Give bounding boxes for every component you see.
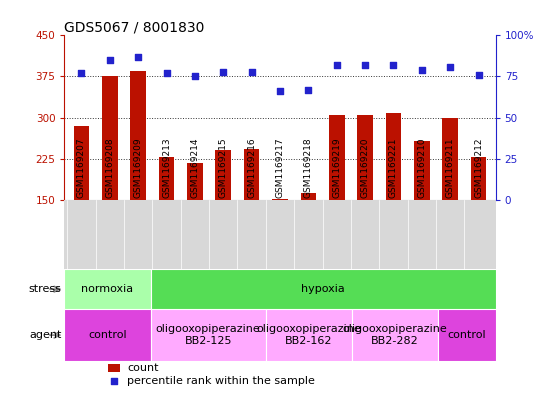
Text: stress: stress	[29, 284, 62, 294]
Text: oligooxopiperazine
BB2-125: oligooxopiperazine BB2-125	[156, 324, 260, 346]
Bar	[272, 199, 288, 200]
Bar	[471, 157, 487, 200]
Point	[162, 70, 171, 76]
Bar	[329, 115, 344, 200]
Text: control: control	[88, 330, 127, 340]
Bar	[357, 116, 373, 200]
Point	[109, 378, 118, 384]
Bar	[130, 71, 146, 200]
Bar	[352, 310, 438, 361]
Point	[389, 62, 398, 68]
Text: GDS5067 / 8001830: GDS5067 / 8001830	[64, 20, 205, 34]
Point	[134, 53, 143, 60]
Point	[417, 67, 426, 73]
Text: oligooxopiperazine
BB2-282: oligooxopiperazine BB2-282	[343, 324, 447, 346]
Point	[474, 72, 483, 78]
Bar	[108, 364, 120, 372]
Point	[247, 68, 256, 75]
Bar	[187, 163, 203, 200]
Text: hypoxia: hypoxia	[301, 284, 345, 294]
Bar	[158, 157, 174, 200]
Bar	[64, 310, 151, 361]
Text: control: control	[447, 330, 486, 340]
Bar	[73, 127, 89, 200]
Point	[332, 62, 341, 68]
Bar	[151, 310, 265, 361]
Bar	[216, 151, 231, 200]
Text: count: count	[127, 363, 158, 373]
Point	[105, 57, 114, 63]
Bar	[64, 269, 151, 310]
Bar	[244, 149, 259, 200]
Text: agent: agent	[29, 330, 62, 340]
Point	[77, 70, 86, 76]
Bar	[386, 113, 402, 200]
Point	[361, 62, 370, 68]
Bar	[442, 118, 458, 200]
Point	[219, 68, 228, 75]
Point	[276, 88, 284, 94]
Text: normoxia: normoxia	[81, 284, 134, 294]
Point	[190, 73, 199, 80]
Text: oligooxopiperazine
BB2-162: oligooxopiperazine BB2-162	[256, 324, 361, 346]
Bar	[301, 193, 316, 200]
Bar	[438, 310, 496, 361]
Bar	[265, 310, 352, 361]
Text: percentile rank within the sample: percentile rank within the sample	[127, 376, 315, 386]
Bar	[102, 77, 118, 200]
Point	[304, 86, 313, 93]
Bar	[414, 141, 430, 200]
Bar	[151, 269, 496, 310]
Point	[446, 64, 455, 70]
